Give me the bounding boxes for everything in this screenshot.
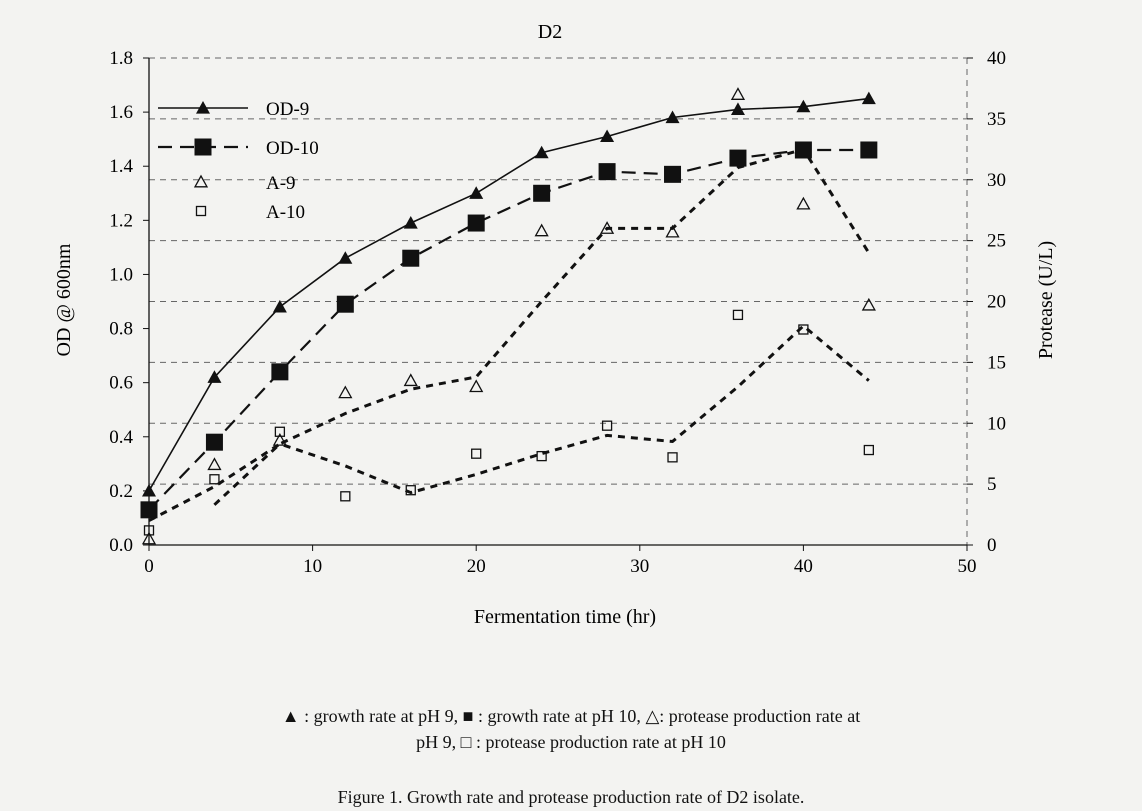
legend-label-A-9: A-9 bbox=[266, 173, 296, 194]
figure-caption: Figure 1. Growth rate and protease produ… bbox=[0, 784, 1142, 810]
point-OD-9-0 bbox=[142, 484, 156, 497]
point-A-9-36 bbox=[732, 89, 744, 100]
point-A-9-4 bbox=[208, 459, 220, 470]
x-tick-label-5: 50 bbox=[958, 556, 977, 577]
y-tick-label-5: 1.0 bbox=[109, 264, 133, 285]
y-tick-label-6: 1.2 bbox=[109, 210, 133, 231]
axes bbox=[143, 58, 973, 551]
x-tick-label-1: 10 bbox=[303, 556, 322, 577]
point-A-10-36 bbox=[733, 310, 742, 319]
y-tick-label-4: 0.8 bbox=[109, 319, 133, 340]
y2-tick-label-8: 40 bbox=[987, 48, 1006, 69]
point-OD-10-24 bbox=[533, 185, 550, 202]
y-tick-label-2: 0.4 bbox=[109, 427, 133, 448]
point-A-9-20 bbox=[470, 381, 482, 392]
point-OD-10-12 bbox=[337, 296, 354, 313]
note-protease-ph9: : protease production rate at bbox=[659, 706, 860, 726]
point-OD-10-44 bbox=[860, 141, 877, 158]
legend-label-OD-10: OD-10 bbox=[266, 138, 319, 159]
y-axis-label: OD @ 600nm bbox=[53, 243, 75, 356]
gridlines bbox=[149, 58, 967, 484]
y2-tick-label-6: 30 bbox=[987, 170, 1006, 191]
x-tick-label-4: 40 bbox=[794, 556, 813, 577]
legend-label-A-10: A-10 bbox=[266, 202, 305, 223]
legend-label-OD-9: OD-9 bbox=[266, 99, 309, 120]
point-OD-10-8 bbox=[271, 363, 288, 380]
x-tick-label-2: 20 bbox=[467, 556, 486, 577]
point-OD-10-0 bbox=[141, 501, 158, 518]
legend-note-line-2: pH 9, □ : protease production rate at pH… bbox=[0, 729, 1142, 755]
point-OD-10-28 bbox=[599, 163, 616, 180]
point-A-9-24 bbox=[536, 225, 548, 236]
point-A-9-12 bbox=[339, 387, 351, 398]
legend-marker-A-10 bbox=[197, 207, 206, 216]
legend: OD-9 OD-10 A-9 A-10 bbox=[158, 99, 319, 223]
y2-tick-label-0: 0 bbox=[987, 535, 997, 556]
y-tick-label-8: 1.6 bbox=[109, 102, 133, 123]
open-triangle-icon: △ bbox=[645, 706, 659, 726]
legend-note: ▲ : growth rate at pH 9, ■ : growth rate… bbox=[0, 703, 1142, 755]
y-tick-label-3: 0.6 bbox=[109, 373, 133, 394]
point-A-9-40 bbox=[797, 198, 809, 209]
point-OD-10-40 bbox=[795, 141, 812, 158]
y-tick-label-0: 0.0 bbox=[109, 535, 133, 556]
point-A-10-4 bbox=[210, 475, 219, 484]
chart: 0 10 20 30 40 500.00.20.40.60.81.01.21.41.61.… bbox=[0, 0, 1142, 700]
note-growth-ph9: : growth rate at pH 9, bbox=[304, 706, 458, 726]
point-OD-10-36 bbox=[729, 150, 746, 167]
series-line-OD-9 bbox=[149, 99, 869, 491]
point-A-10-12 bbox=[341, 492, 350, 501]
tick-labels: 0 10 20 30 40 500.00.20.40.60.81.01.21.41.61.… bbox=[109, 48, 1006, 577]
x-tick-label-0: 0 bbox=[144, 556, 154, 577]
filled-triangle-icon: ▲ bbox=[282, 706, 300, 726]
legend-marker-A-9 bbox=[195, 176, 207, 187]
legend-note-line-1: ▲ : growth rate at pH 9, ■ : growth rate… bbox=[0, 703, 1142, 729]
filled-square-icon: ■ bbox=[463, 706, 474, 726]
point-A-9-16 bbox=[405, 375, 417, 386]
y2-tick-label-7: 35 bbox=[987, 109, 1006, 130]
series-lines bbox=[149, 99, 869, 521]
legend-marker-OD-10 bbox=[195, 139, 212, 156]
series-line-OD-10 bbox=[149, 150, 869, 510]
series-markers bbox=[141, 89, 878, 544]
x-axis-label: Fermentation time (hr) bbox=[474, 606, 656, 628]
note-growth-ph10: : growth rate at pH 10, bbox=[478, 706, 641, 726]
y2-tick-label-4: 20 bbox=[987, 292, 1006, 313]
trend-line-A-10 bbox=[149, 326, 869, 521]
y2-axis-label: Protease (U/L) bbox=[1035, 241, 1057, 359]
point-OD-10-16 bbox=[402, 250, 419, 267]
y-tick-label-9: 1.8 bbox=[109, 48, 133, 69]
y-tick-label-1: 0.2 bbox=[109, 481, 133, 502]
point-A-10-20 bbox=[472, 449, 481, 458]
x-tick-label-3: 30 bbox=[630, 556, 649, 577]
y2-tick-label-5: 25 bbox=[987, 231, 1006, 252]
chart-title: D2 bbox=[538, 21, 562, 43]
point-OD-10-4 bbox=[206, 434, 223, 451]
point-A-9-44 bbox=[863, 299, 875, 310]
point-OD-9-12 bbox=[338, 251, 352, 264]
point-OD-9-20 bbox=[469, 186, 483, 199]
point-A-10-44 bbox=[864, 446, 873, 455]
y2-tick-label-3: 15 bbox=[987, 352, 1006, 373]
open-square-icon: □ bbox=[461, 732, 472, 752]
point-OD-9-16 bbox=[404, 216, 418, 229]
point-A-10-32 bbox=[668, 453, 677, 462]
point-A-10-28 bbox=[603, 421, 612, 430]
y2-tick-label-1: 5 bbox=[987, 474, 997, 495]
y2-tick-label-2: 10 bbox=[987, 413, 1006, 434]
point-OD-10-20 bbox=[468, 215, 485, 232]
note-ph9: pH 9, bbox=[416, 732, 456, 752]
y-tick-label-7: 1.4 bbox=[109, 156, 133, 177]
point-OD-9-44 bbox=[862, 92, 876, 105]
note-protease-ph10: : protease production rate at pH 10 bbox=[476, 732, 726, 752]
point-OD-10-32 bbox=[664, 166, 681, 183]
